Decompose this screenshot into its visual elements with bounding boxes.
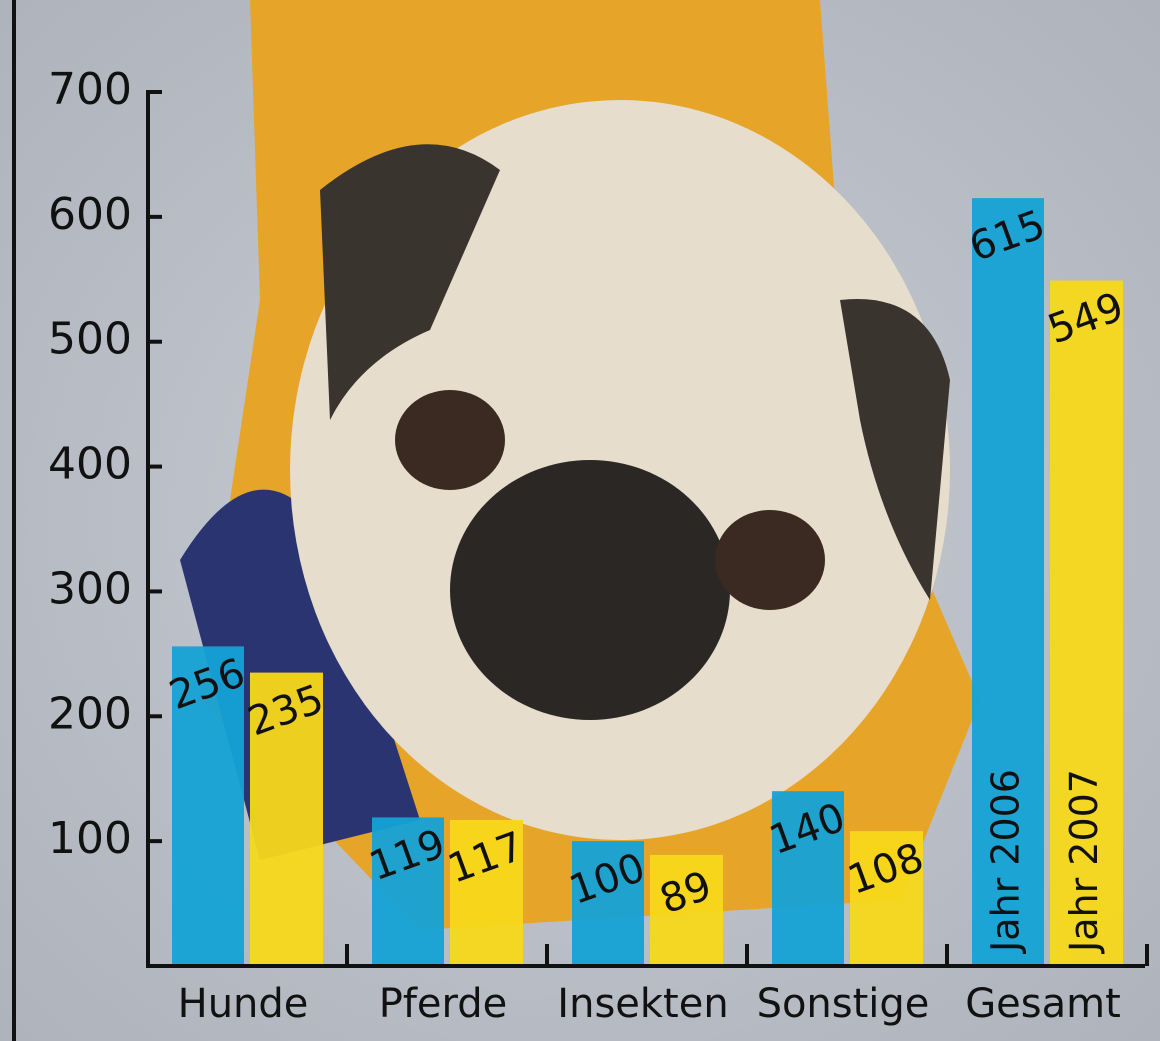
- y-tick-label: 200: [48, 688, 132, 739]
- bar: [372, 817, 444, 966]
- dog-ear: [840, 299, 950, 600]
- bar: [650, 854, 723, 966]
- y-tick-label: 500: [48, 314, 132, 365]
- bar: [850, 831, 923, 966]
- legend-label: Jahr 2007: [1062, 769, 1106, 954]
- dog-ear: [320, 144, 500, 420]
- bar: [572, 841, 644, 966]
- y-tick-label: 100: [48, 813, 132, 864]
- bar: [972, 198, 1044, 967]
- bar: [172, 646, 244, 966]
- y-tick-label: 600: [48, 189, 132, 240]
- legend-label: Jahr 2006: [984, 769, 1028, 954]
- y-tick-label: 700: [48, 64, 132, 115]
- bar: [1050, 280, 1123, 966]
- dog-muzzle: [450, 460, 730, 720]
- x-tick-label: Gesamt: [965, 981, 1121, 1027]
- bar: [250, 672, 323, 966]
- y-tick-label: 300: [48, 563, 132, 614]
- x-tick-label: Sonstige: [757, 981, 930, 1027]
- x-tick-label: Hunde: [178, 981, 309, 1027]
- bar: [450, 819, 523, 966]
- dog-eye: [395, 390, 505, 490]
- bar: [772, 791, 844, 966]
- x-tick-label: Insekten: [557, 981, 728, 1027]
- dog-eye: [715, 510, 825, 610]
- x-tick-label: Pferde: [379, 981, 508, 1027]
- y-tick-label: 400: [48, 439, 132, 490]
